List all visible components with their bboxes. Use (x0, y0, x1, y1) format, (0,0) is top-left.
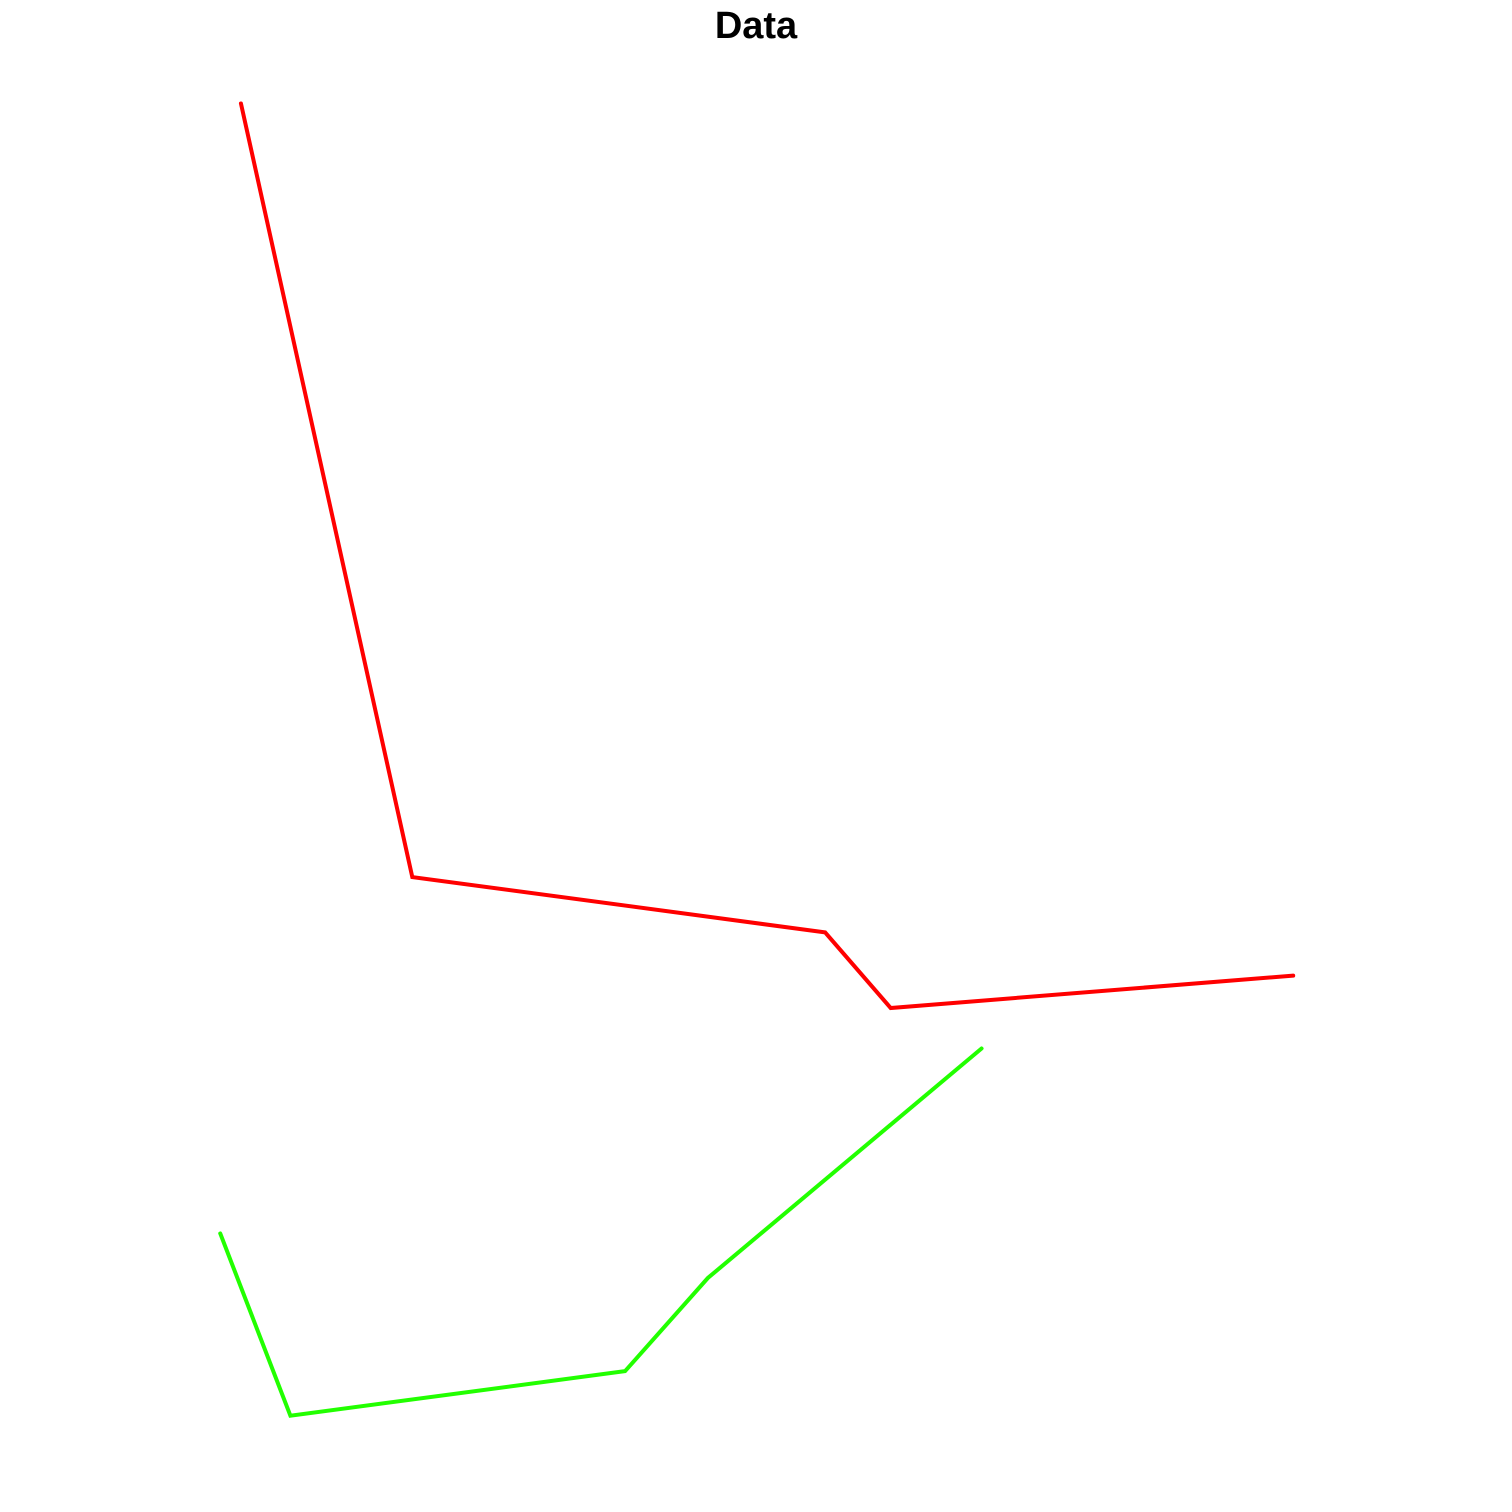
data-line (238, 101, 1296, 1011)
data-line (218, 1046, 984, 1418)
chart-title: Data (715, 5, 798, 47)
